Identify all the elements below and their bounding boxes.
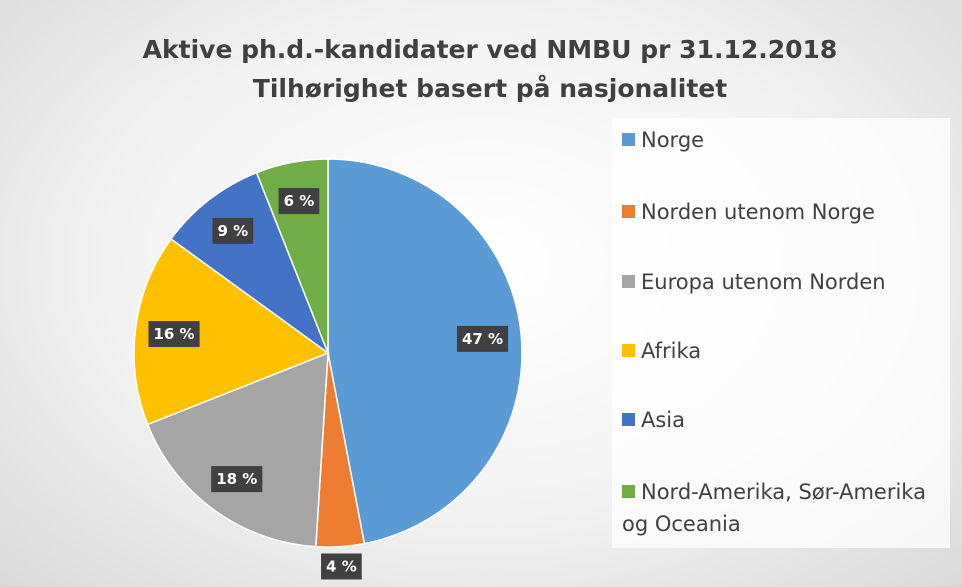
data-label-box	[278, 188, 320, 215]
data-label-box	[321, 553, 362, 580]
data-label: 18 %	[211, 466, 263, 493]
legend-label: Nord-Amerika, Sør-Amerika og Oceania	[622, 480, 926, 536]
legend-entry: Asia	[622, 404, 942, 436]
pie-slice	[146, 351, 329, 548]
data-label-text: 6 %	[284, 192, 315, 210]
legend-swatch	[622, 133, 635, 146]
data-label-text: 16 %	[153, 325, 194, 343]
pie-slice	[133, 237, 330, 426]
legend-entry: Europa utenom Norden	[622, 266, 942, 298]
legend-entry: Afrika	[622, 335, 942, 367]
data-label-box	[456, 325, 509, 352]
legend-label: Afrika	[641, 339, 702, 363]
chart-title: Aktive ph.d.-kandidater ved NMBU pr 31.1…	[143, 35, 838, 64]
legend-swatch	[622, 275, 635, 288]
legend-swatch	[622, 344, 635, 357]
data-label-box	[211, 466, 263, 493]
legend: Norge Norden utenom Norge Europa utenom No…	[612, 118, 950, 548]
data-label-text: 18 %	[216, 470, 257, 488]
legend-swatch	[622, 485, 635, 498]
data-label-box	[212, 217, 254, 244]
legend-swatch	[622, 413, 635, 426]
data-label: 4 %	[321, 553, 362, 580]
data-label-box	[148, 321, 200, 348]
legend-entry: Norden utenom Norge	[622, 196, 942, 228]
data-label: 6 %	[278, 188, 320, 215]
data-label: 9 %	[212, 217, 254, 244]
data-label-text: 47 %	[462, 330, 503, 348]
legend-label: Norge	[641, 128, 705, 152]
data-label-text: 9 %	[218, 222, 249, 240]
chart-subtitle: Tilhørighet basert på nasjonalitet	[253, 74, 727, 103]
pie-slice	[170, 171, 330, 356]
legend-label: Norden utenom Norge	[641, 200, 875, 224]
data-label-text: 4 %	[326, 557, 357, 575]
legend-label: Europa utenom Norden	[641, 270, 886, 294]
legend-entry: Norge	[622, 124, 942, 156]
data-label: 16 %	[148, 321, 200, 348]
legend-swatch	[622, 205, 635, 218]
legend-entry: Nord-Amerika, Sør-Amerika og Oceania	[622, 476, 942, 540]
data-label: 47 %	[456, 325, 509, 352]
legend-label: Asia	[641, 408, 686, 432]
pie-slice	[327, 158, 523, 545]
